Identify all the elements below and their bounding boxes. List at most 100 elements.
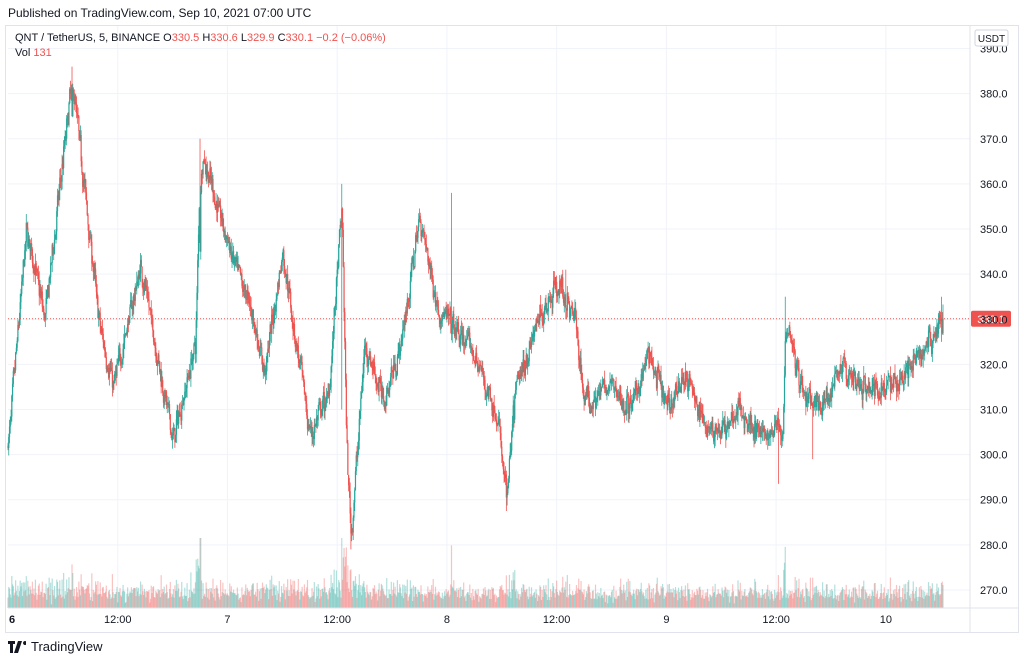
volume-bar [934,600,936,608]
volume-bar [916,596,918,608]
candle-body [157,354,159,363]
candle-body [600,388,602,396]
volume-bar [498,596,500,608]
candle-body [731,412,733,420]
candle-body [588,397,591,409]
candle-body [866,389,868,395]
volume-bar [354,585,356,608]
volume-bar [177,583,179,608]
candle-body [209,168,211,181]
candle-body [913,354,915,356]
volume-bar [383,591,385,608]
candle-body [42,306,44,309]
candle-body [559,280,562,285]
candle-body [624,410,626,416]
volume-bar [825,596,827,608]
candle-body [793,347,796,351]
volume-bar [859,597,861,608]
candle-body [402,328,405,330]
volume-bar [754,581,757,608]
candle-body [215,201,217,209]
candle-body [828,397,830,402]
candle-body [498,419,500,422]
volume-bar [886,594,888,608]
volume-bar [174,585,176,608]
candle-body [647,347,649,349]
candle-body [857,379,859,387]
volume-bar [863,599,866,608]
candle-body [679,387,681,392]
currency-button[interactable] [974,29,1009,47]
volume-bar [788,590,790,608]
volume-bar [685,595,687,608]
candle-body [712,423,714,437]
volume-bar [781,597,783,608]
candle-body [39,289,41,296]
candle-body [440,320,443,322]
volume-bar [760,595,762,608]
open-label: O [163,32,172,44]
volume-bar [81,586,83,608]
candle-body [795,368,797,377]
volume-bar [319,589,322,608]
volume-bar [21,596,24,608]
candle-body [68,103,70,126]
candle-body [777,417,780,420]
volume-bar [14,592,16,608]
volume-bar [793,592,795,608]
candle-body [95,269,97,284]
volume-bar [870,596,872,608]
candle-body [772,433,774,436]
candle-body [832,384,834,386]
volume-bar [567,597,569,608]
tradingview-brand[interactable]: TradingView [8,639,103,654]
volume-bar [184,595,187,608]
volume-bar [375,591,377,608]
volume-bar [711,595,713,608]
volume-bar [280,586,283,608]
volume-bar [317,584,319,608]
volume-bar [527,599,530,608]
candle-body [424,239,427,245]
volume-bar [648,583,650,608]
candle-body [581,379,584,388]
volume-bar [564,590,566,608]
volume-bar [806,589,808,608]
candle-body [757,425,760,428]
candle-body [390,367,392,378]
candle-body [653,371,655,374]
candle-body [450,307,452,324]
volume-bar [292,580,294,608]
candle-body [929,327,931,339]
volume-bar [918,596,920,608]
candle-body [366,348,368,359]
candle-body [386,387,388,406]
candle-body [259,347,261,357]
volume-bar [493,595,495,608]
volume-bar [594,598,596,608]
candle-body [371,361,373,367]
candle-body [448,315,450,317]
candle-body [585,388,587,395]
volume-bar [898,589,900,608]
volume-bar [519,593,521,608]
candle-body [481,367,483,372]
volume-bar [528,586,530,608]
candle-body [72,89,75,96]
volume-label: Vol [15,47,31,59]
candle-body [486,387,488,396]
volume-bar [705,596,707,608]
candle-body [782,434,784,439]
volume-bar [656,577,658,608]
candle-body [640,374,642,387]
candle-body [50,262,52,277]
candle-body [667,393,669,406]
candle-body [738,400,740,406]
volume-bar [822,596,824,608]
candle-body [844,357,846,363]
volume-bar [464,595,466,608]
volume-bar [633,589,635,608]
candle-body [305,400,307,404]
candle-body [262,363,264,371]
